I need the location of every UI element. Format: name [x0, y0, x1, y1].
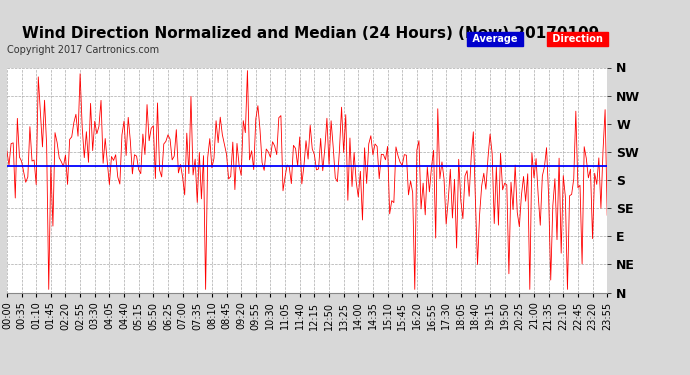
Text: Wind Direction Normalized and Median (24 Hours) (New) 20170109: Wind Direction Normalized and Median (24…	[22, 26, 599, 41]
Text: Copyright 2017 Cartronics.com: Copyright 2017 Cartronics.com	[7, 45, 159, 55]
Text: Direction: Direction	[549, 34, 606, 44]
Text: Average: Average	[469, 34, 521, 44]
